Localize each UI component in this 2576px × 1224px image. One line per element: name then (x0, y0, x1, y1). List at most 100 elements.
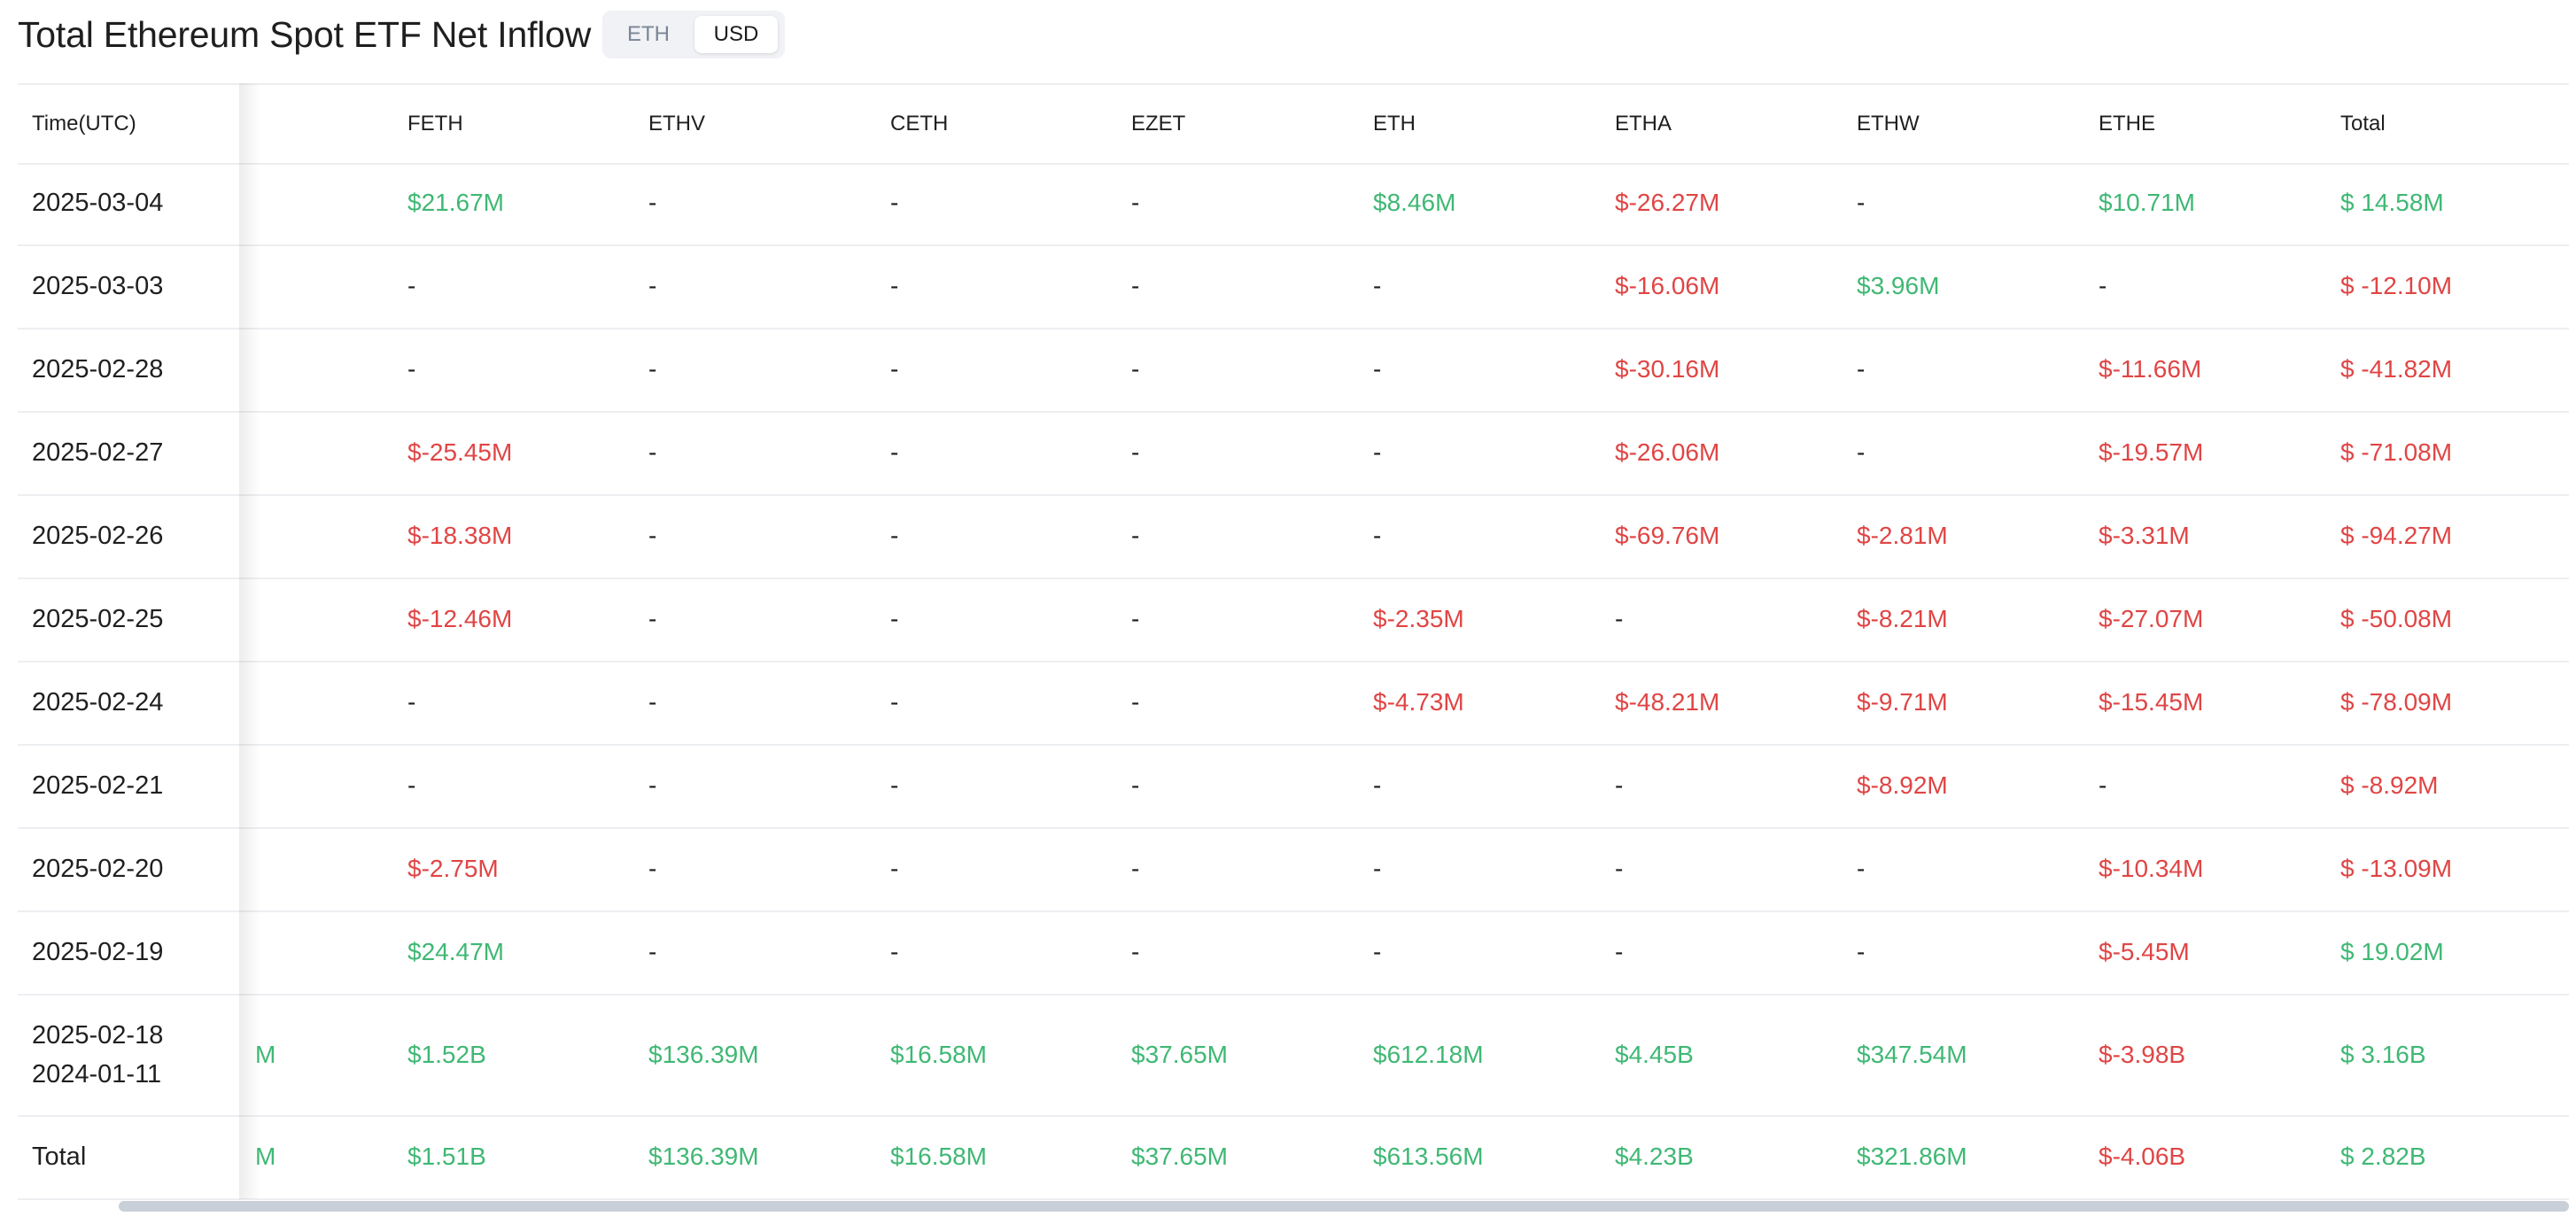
header-eth[interactable]: ETH (1373, 112, 1416, 136)
value-cell: $-12.46M (407, 605, 513, 632)
horizontal-scrollbar-thumb[interactable] (119, 1201, 2569, 1212)
value-cell: - (648, 605, 657, 632)
date-cell: 2025-02-21 (32, 744, 253, 827)
value-cell: - (1615, 771, 1624, 799)
value-cell: $-25.45M (407, 438, 513, 466)
value-cell: $-5.45M (2099, 938, 2190, 965)
value-cell: $-2.75M (407, 855, 499, 882)
date-label: 2025-02-21 (32, 771, 164, 800)
value-cell: - (890, 771, 899, 799)
clipped-value-cell (255, 577, 282, 661)
header-ezet[interactable]: EZET (1131, 112, 1186, 136)
value-cell: $10.71M (2099, 189, 2195, 216)
date-label: 2025-03-04 (32, 189, 164, 217)
table-row: 2025-02-19 $24.47M - - - - - - $-5.45M $ 19.02M (18, 910, 2569, 995)
value-cell: - (1131, 688, 1140, 716)
value-cell: - (1131, 855, 1140, 882)
value-cell: - (407, 771, 416, 799)
page-title: Total Ethereum Spot ETF Net Inflow (18, 14, 592, 55)
date-cell: Total (32, 1115, 253, 1198)
date-label: 2025-02-25 (32, 605, 164, 633)
value-cell: - (407, 272, 416, 299)
value-cell: $-48.21M (1615, 688, 1720, 716)
date-label: 2025-02-28 (32, 355, 164, 383)
clipped-value-cell: M (255, 1143, 276, 1170)
value-cell: $1.52B (407, 1040, 486, 1068)
value-cell: $8.46M (1373, 189, 1456, 216)
value-cell: $-8.21M (1857, 605, 1948, 632)
value-cell: $ -13.09M (2340, 855, 2453, 882)
value-cell: $ -12.10M (2340, 272, 2453, 299)
value-cell: - (1373, 355, 1382, 383)
value-cell: $ -50.08M (2340, 605, 2453, 632)
clipped-value-cell (255, 328, 282, 411)
header-feth[interactable]: FETH (407, 112, 463, 136)
value-cell: $-11.66M (2099, 355, 2202, 383)
value-cell: - (1131, 438, 1140, 466)
date-cell: 2025-03-04 (32, 161, 253, 244)
value-cell: $-69.76M (1615, 522, 1720, 549)
value-cell: - (407, 688, 416, 716)
value-cell: - (1857, 189, 1866, 216)
table-row: 2025-02-27 $-25.45M - - - - $-26.06M - $-19.57M $… (18, 411, 2569, 496)
value-cell: $-26.27M (1615, 189, 1720, 216)
value-cell: $-30.16M (1615, 355, 1720, 383)
date-label-start: 2024-01-11 (32, 1059, 162, 1088)
date-label: 2025-02-19 (32, 938, 164, 966)
value-cell: - (1373, 771, 1382, 799)
value-cell: $-4.73M (1373, 688, 1464, 716)
value-cell: $-27.07M (2099, 605, 2204, 632)
header-ethw[interactable]: ETHW (1857, 112, 1920, 136)
toggle-option-eth[interactable]: ETH (627, 22, 670, 46)
value-cell: - (890, 272, 899, 299)
value-cell: $-2.35M (1373, 605, 1464, 632)
date-cell: 2025-02-28 (32, 328, 253, 411)
value-cell: $136.39M (648, 1143, 759, 1170)
value-cell: - (890, 522, 899, 549)
header-total[interactable]: Total (2340, 112, 2386, 136)
header-etha[interactable]: ETHA (1615, 112, 1672, 136)
date-label: 2025-02-27 (32, 438, 164, 467)
value-cell: - (890, 938, 899, 965)
date-label: Total (32, 1143, 87, 1171)
value-cell: - (648, 522, 657, 549)
clipped-value-cell (255, 744, 282, 827)
header-ethe[interactable]: ETHE (2099, 112, 2156, 136)
header-time[interactable]: Time(UTC) (32, 112, 136, 136)
table-row: 2025-02-28 - - - - - $-30.16M - $-11.66M $ -41.82… (18, 328, 2569, 413)
value-cell: $ -94.27M (2340, 522, 2453, 549)
value-cell: - (1131, 938, 1140, 965)
header-ethv[interactable]: ETHV (648, 112, 706, 136)
value-cell: $ -8.92M (2340, 771, 2439, 799)
value-cell: $-10.34M (2099, 855, 2204, 882)
value-cell: - (1857, 855, 1866, 882)
value-cell: - (890, 355, 899, 383)
date-label: 2025-02-20 (32, 855, 164, 883)
value-cell: $-15.45M (2099, 688, 2204, 716)
value-cell: - (648, 355, 657, 383)
value-cell: - (1131, 605, 1140, 632)
table-row: 2025-02-18 2024-01-11 M $1.52B $136.39M $16.5… (18, 994, 2569, 1117)
value-cell: - (1373, 438, 1382, 466)
date-cell: 2025-02-27 (32, 411, 253, 494)
value-cell: - (1131, 189, 1140, 216)
value-cell: - (648, 189, 657, 216)
value-cell: - (1131, 771, 1140, 799)
value-cell: - (890, 855, 899, 882)
header-ceth[interactable]: CETH (890, 112, 949, 136)
value-cell: $4.23B (1615, 1143, 1694, 1170)
toggle-option-usd[interactable]: USD (694, 16, 778, 53)
value-cell: $37.65M (1131, 1143, 1228, 1170)
value-cell: - (890, 438, 899, 466)
date-label: 2025-03-03 (32, 272, 164, 300)
date-label: 2025-02-24 (32, 688, 164, 717)
clipped-value-cell (255, 244, 282, 328)
value-cell: $ 14.58M (2340, 189, 2444, 216)
value-cell: $21.67M (407, 189, 504, 216)
value-cell: $4.45B (1615, 1040, 1694, 1068)
value-cell: $-8.92M (1857, 771, 1948, 799)
date-cell: 2025-02-26 (32, 494, 253, 577)
value-cell: $-26.06M (1615, 438, 1720, 466)
value-cell: - (890, 189, 899, 216)
value-cell: $3.96M (1857, 272, 1940, 299)
